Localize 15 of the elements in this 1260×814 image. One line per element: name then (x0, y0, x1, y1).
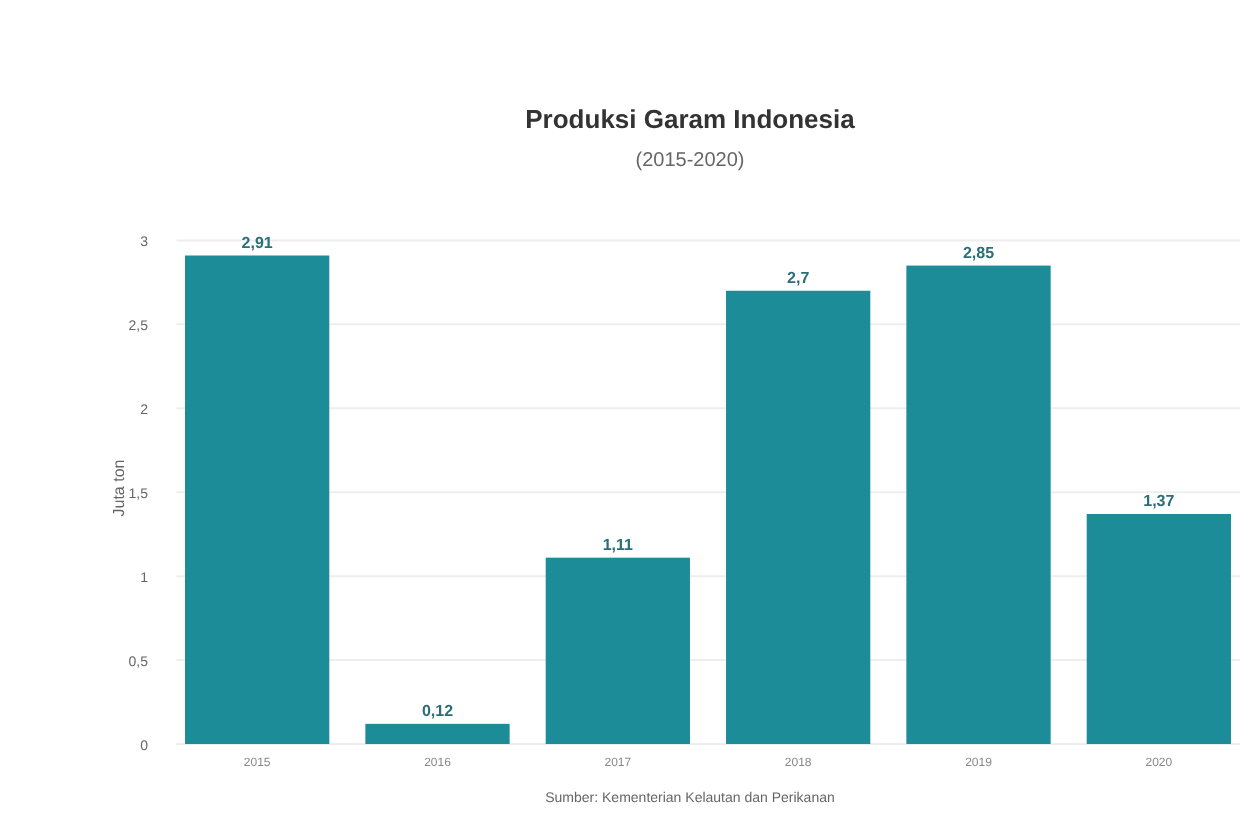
data-label: 2,91 (241, 233, 274, 252)
data-label: 0,12 (421, 701, 455, 720)
data-label: 1,37 (1143, 492, 1176, 511)
bar (1086, 514, 1231, 744)
chart-subtitle: (2015-2020) (635, 150, 745, 172)
data-label: 2,85 (962, 243, 996, 262)
bar (726, 290, 871, 744)
data-label: 2,7 (787, 268, 811, 287)
bar (545, 557, 690, 744)
data-label: 1,11 (602, 535, 635, 554)
y-axis-title: Juta ton (110, 459, 128, 517)
bar (906, 265, 1051, 744)
bar (185, 255, 330, 744)
bar (365, 723, 510, 744)
chart-title: Produksi Garam Indonesia (525, 104, 857, 134)
